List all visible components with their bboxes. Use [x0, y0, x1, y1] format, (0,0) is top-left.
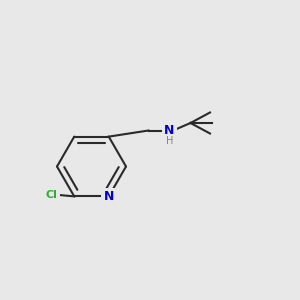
Text: H: H — [166, 136, 173, 146]
Text: N: N — [164, 124, 175, 137]
Text: Cl: Cl — [46, 190, 58, 200]
Text: N: N — [103, 190, 114, 203]
